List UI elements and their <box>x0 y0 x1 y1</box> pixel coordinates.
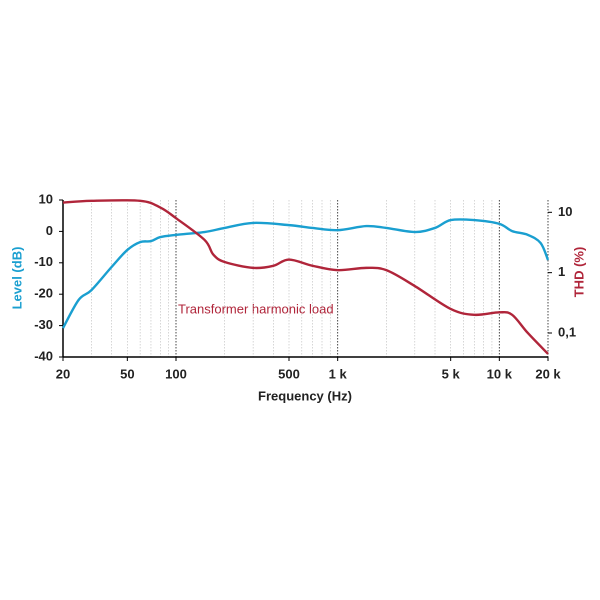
y-tick-label: 0 <box>46 223 53 238</box>
x-tick-label: 1 k <box>329 366 348 381</box>
x-tick-label: 500 <box>278 366 300 381</box>
x-tick-label: 20 <box>56 366 70 381</box>
annotation: Transformer harmonic load <box>178 301 334 316</box>
x-tick-label: 100 <box>165 366 187 381</box>
y-tick-label: 10 <box>39 191 53 206</box>
y2-tick-label: 1 <box>558 264 565 279</box>
y2-tick-label: 0,1 <box>558 324 576 339</box>
grid <box>91 200 549 357</box>
y2-tick-label: 10 <box>558 204 572 219</box>
line <box>62 199 549 355</box>
y-tick-label: -10 <box>34 254 53 269</box>
y2-axis-title: THD (%) <box>571 247 586 298</box>
x-axis-title: Frequency (Hz) <box>258 388 352 403</box>
y-tick-label: -40 <box>34 348 53 363</box>
x-tick-label: 50 <box>120 366 134 381</box>
x-tick-label: 10 k <box>487 366 513 381</box>
line <box>61 218 550 329</box>
y-tick-label: -20 <box>34 286 53 301</box>
x-tick-label: 20 k <box>535 366 561 381</box>
y-tick-label: -30 <box>34 317 53 332</box>
x-tick-label: 5 k <box>442 366 461 381</box>
y-axis-title: Level (dB) <box>9 247 24 310</box>
